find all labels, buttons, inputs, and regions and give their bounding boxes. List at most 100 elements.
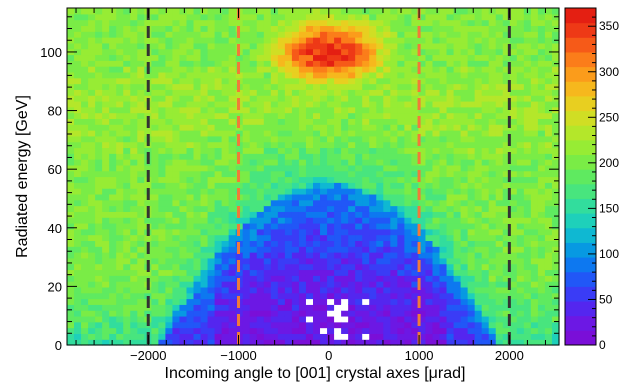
heatmap-cell: [446, 130, 455, 137]
heatmap-cell: [432, 205, 441, 212]
heatmap-cell: [186, 240, 195, 247]
heatmap-cell: [263, 321, 272, 329]
heatmap-cell: [334, 118, 342, 125]
heatmap-cell: [249, 304, 258, 311]
heatmap-cell: [200, 170, 209, 178]
heatmap-cell: [502, 228, 511, 236]
heatmap-cell: [327, 298, 335, 305]
heatmap-cell: [95, 228, 103, 236]
heatmap-cell: [523, 54, 532, 61]
heatmap-cell: [509, 269, 518, 276]
heatmap-cell: [425, 199, 434, 207]
heatmap-cell: [446, 263, 455, 271]
heatmap-cell: [495, 25, 504, 32]
heatmap-cell: [383, 315, 391, 323]
heatmap-cell: [88, 37, 96, 44]
heatmap-cell: [256, 19, 265, 27]
heatmap-cell: [530, 304, 539, 311]
heatmap-cell: [214, 188, 223, 195]
heatmap-cell: [341, 25, 349, 32]
heatmap-cell: [179, 193, 188, 201]
heatmap-cell: [284, 13, 293, 21]
heatmap-cell: [460, 124, 469, 131]
heatmap-cell: [207, 8, 216, 15]
heatmap-cell: [214, 321, 223, 329]
heatmap-cell: [242, 315, 251, 323]
heatmap-cell: [474, 217, 483, 224]
heatmap-cell: [530, 159, 539, 166]
heatmap-cell: [390, 217, 398, 224]
heatmap-cell: [313, 333, 321, 340]
heatmap-cell: [130, 257, 138, 265]
heatmap-cell: [277, 48, 286, 56]
heatmap-cell: [530, 106, 539, 114]
heatmap-cell: [256, 188, 265, 195]
heatmap-cell: [256, 321, 265, 329]
colorbar-tick-label: 0: [599, 338, 606, 352]
heatmap-cell: [207, 147, 216, 154]
heatmap-cell: [390, 159, 398, 166]
heatmap-cell: [446, 199, 455, 207]
heatmap-cell: [95, 71, 103, 79]
heatmap-cell: [383, 217, 391, 224]
heatmap-cell: [320, 164, 328, 172]
heatmap-cell: [172, 315, 181, 323]
heatmap-cell: [544, 170, 553, 178]
heatmap-cell: [284, 286, 293, 294]
heatmap-cell: [291, 124, 300, 131]
heatmap-cell: [242, 48, 251, 56]
heatmap-cell: [186, 275, 195, 282]
heatmap-cell: [355, 164, 363, 172]
heatmap-cell: [509, 95, 518, 102]
heatmap-cell: [467, 182, 476, 189]
heatmap-cell: [397, 211, 405, 218]
heatmap-cell: [404, 269, 412, 276]
heatmap-cell: [123, 234, 131, 242]
heatmap-cell: [102, 124, 110, 131]
heatmap-cell: [228, 147, 237, 154]
heatmap-cell: [172, 193, 181, 201]
heatmap-cell: [284, 106, 293, 114]
heatmap-cell: [109, 13, 117, 21]
heatmap-cell: [284, 31, 293, 38]
heatmap-cell: [362, 246, 370, 253]
heatmap-cell: [270, 100, 279, 108]
heatmap-cell: [298, 193, 307, 201]
heatmap-cell: [256, 304, 265, 311]
heatmap-cell: [88, 147, 96, 154]
heatmap-cell: [116, 164, 124, 172]
heatmap-cell: [193, 222, 202, 230]
heatmap-cell: [193, 252, 202, 259]
heatmap-cell: [242, 147, 251, 154]
heatmap-cell: [383, 37, 391, 44]
heatmap-cell: [362, 310, 370, 317]
heatmap-cell: [151, 48, 159, 56]
heatmap-cell: [425, 83, 434, 90]
heatmap-cell: [109, 60, 117, 67]
heatmap-cell: [291, 37, 300, 44]
colorbar-band: [565, 183, 596, 199]
heatmap-cell: [151, 19, 159, 27]
heatmap-cell: [263, 298, 272, 305]
heatmap-cell: [320, 263, 328, 271]
heatmap-cell: [362, 333, 370, 340]
heatmap-cell: [151, 83, 159, 90]
heatmap-cell: [320, 112, 328, 119]
heatmap-cell: [404, 106, 412, 114]
heatmap-cell: [67, 298, 75, 305]
heatmap-cell: [277, 339, 286, 346]
heatmap-cell: [544, 327, 553, 334]
heatmap-cell: [130, 106, 138, 114]
heatmap-cell: [249, 310, 258, 317]
heatmap-cell: [74, 199, 82, 207]
heatmap-cell: [88, 182, 96, 189]
heatmap-cell: [362, 153, 370, 160]
heatmap-cell: [270, 193, 279, 201]
heatmap-cell: [102, 257, 110, 265]
heatmap-cell: [214, 286, 223, 294]
heatmap-cell: [341, 48, 349, 56]
heatmap-cell: [172, 263, 181, 271]
heatmap-cell: [488, 292, 497, 300]
heatmap-cell: [446, 333, 455, 340]
heatmap-cell: [397, 95, 405, 102]
